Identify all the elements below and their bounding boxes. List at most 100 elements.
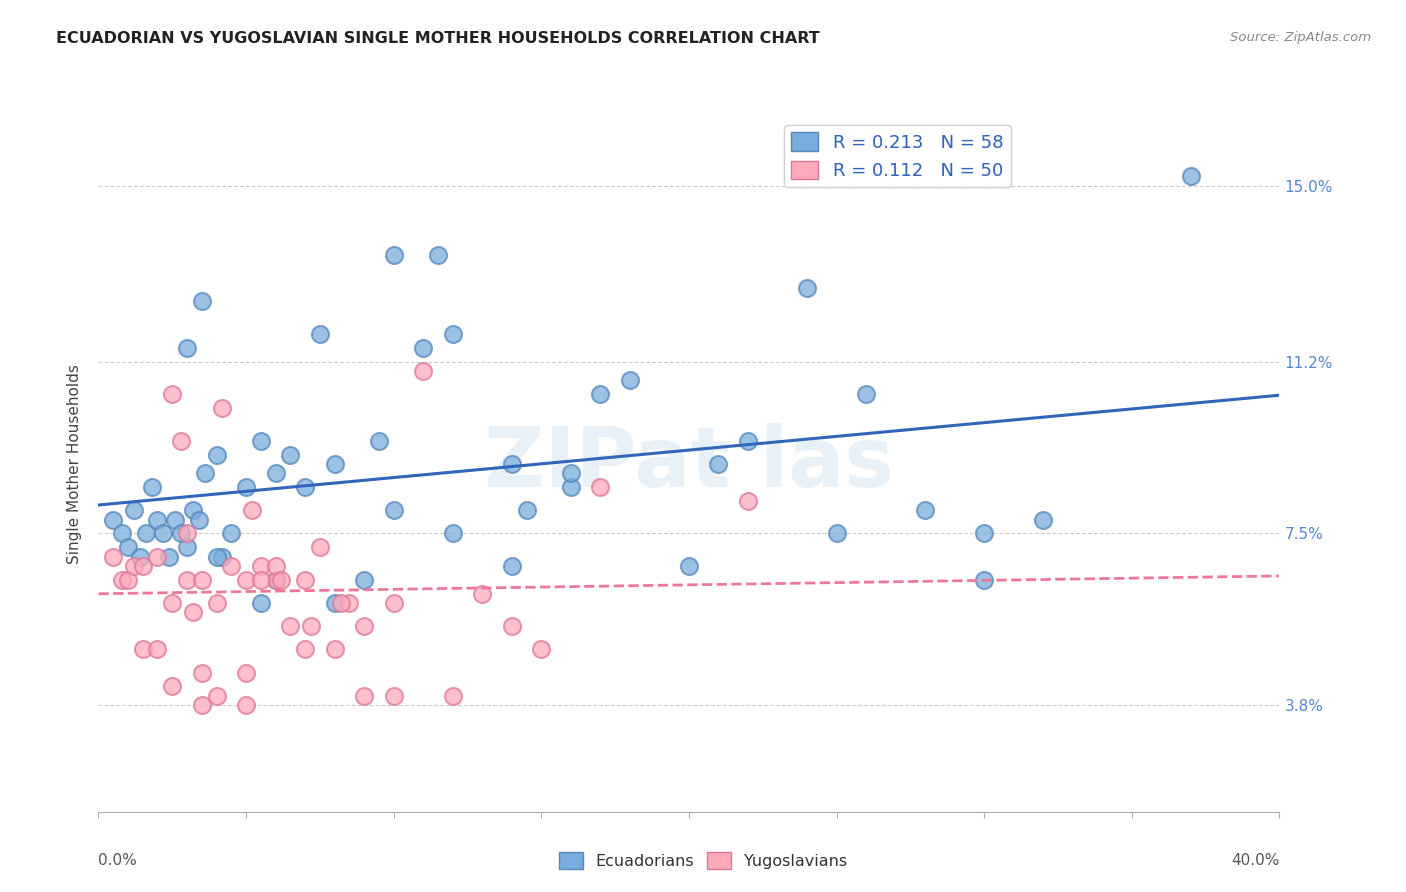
- Point: [205, 448, 228, 462]
- Point: [589, 387, 612, 401]
- Point: [825, 526, 848, 541]
- Point: [221, 526, 243, 541]
- Point: [560, 466, 582, 480]
- Point: [427, 248, 450, 262]
- Point: [235, 573, 257, 587]
- Point: [914, 503, 936, 517]
- Point: [368, 434, 391, 448]
- Point: [250, 558, 273, 573]
- Point: [353, 689, 375, 703]
- Point: [205, 549, 228, 564]
- Text: 40.0%: 40.0%: [1232, 854, 1279, 869]
- Point: [294, 573, 316, 587]
- Point: [176, 541, 198, 555]
- Point: [264, 466, 287, 480]
- Point: [501, 457, 523, 471]
- Point: [132, 642, 155, 657]
- Point: [294, 642, 316, 657]
- Point: [1180, 169, 1202, 184]
- Point: [141, 480, 163, 494]
- Point: [194, 466, 217, 480]
- Point: [353, 573, 375, 587]
- Point: [339, 596, 360, 610]
- Point: [530, 642, 553, 657]
- Point: [299, 619, 322, 633]
- Point: [128, 549, 150, 564]
- Point: [323, 642, 346, 657]
- Point: [170, 526, 193, 541]
- Point: [264, 558, 287, 573]
- Point: [176, 526, 198, 541]
- Point: [211, 549, 233, 564]
- Point: [157, 549, 180, 564]
- Point: [973, 573, 995, 587]
- Point: [103, 512, 125, 526]
- Point: [294, 480, 316, 494]
- Point: [412, 364, 434, 378]
- Point: [1032, 512, 1054, 526]
- Point: [323, 457, 346, 471]
- Point: [382, 503, 405, 517]
- Point: [329, 596, 352, 610]
- Point: [516, 503, 538, 517]
- Text: 0.0%: 0.0%: [98, 854, 138, 869]
- Point: [170, 434, 193, 448]
- Point: [191, 294, 214, 309]
- Point: [165, 512, 187, 526]
- Point: [181, 503, 204, 517]
- Point: [191, 665, 214, 680]
- Point: [501, 619, 523, 633]
- Point: [146, 549, 169, 564]
- Point: [117, 541, 139, 555]
- Point: [181, 605, 204, 619]
- Point: [382, 689, 405, 703]
- Point: [103, 549, 125, 564]
- Legend: Ecuadorians, Yugoslavians: Ecuadorians, Yugoslavians: [553, 846, 853, 875]
- Point: [152, 526, 174, 541]
- Point: [235, 698, 257, 712]
- Point: [619, 373, 641, 387]
- Text: Source: ZipAtlas.com: Source: ZipAtlas.com: [1230, 31, 1371, 45]
- Point: [278, 448, 302, 462]
- Point: [146, 642, 169, 657]
- Point: [117, 573, 139, 587]
- Point: [264, 573, 287, 587]
- Point: [560, 480, 582, 494]
- Point: [187, 512, 209, 526]
- Point: [191, 573, 214, 587]
- Point: [589, 480, 612, 494]
- Point: [353, 619, 375, 633]
- Point: [264, 573, 287, 587]
- Point: [973, 526, 995, 541]
- Point: [240, 503, 263, 517]
- Point: [211, 401, 233, 416]
- Point: [221, 558, 243, 573]
- Point: [122, 558, 145, 573]
- Point: [205, 596, 228, 610]
- Point: [270, 573, 292, 587]
- Point: [278, 619, 302, 633]
- Point: [737, 494, 759, 508]
- Text: ECUADORIAN VS YUGOSLAVIAN SINGLE MOTHER HOUSEHOLDS CORRELATION CHART: ECUADORIAN VS YUGOSLAVIAN SINGLE MOTHER …: [56, 31, 820, 46]
- Legend: R = 0.213   N = 58, R = 0.112   N = 50: R = 0.213 N = 58, R = 0.112 N = 50: [785, 125, 1011, 187]
- Point: [132, 558, 155, 573]
- Point: [135, 526, 157, 541]
- Point: [412, 341, 434, 355]
- Point: [441, 526, 464, 541]
- Text: ZIPat las: ZIPat las: [484, 424, 894, 504]
- Point: [309, 326, 332, 341]
- Point: [382, 248, 405, 262]
- Point: [111, 526, 134, 541]
- Point: [323, 596, 346, 610]
- Point: [205, 689, 228, 703]
- Point: [796, 280, 818, 294]
- Point: [737, 434, 759, 448]
- Point: [309, 541, 332, 555]
- Point: [855, 387, 877, 401]
- Point: [678, 558, 700, 573]
- Point: [441, 689, 464, 703]
- Point: [250, 596, 273, 610]
- Point: [162, 387, 183, 401]
- Point: [250, 434, 273, 448]
- Point: [471, 587, 494, 601]
